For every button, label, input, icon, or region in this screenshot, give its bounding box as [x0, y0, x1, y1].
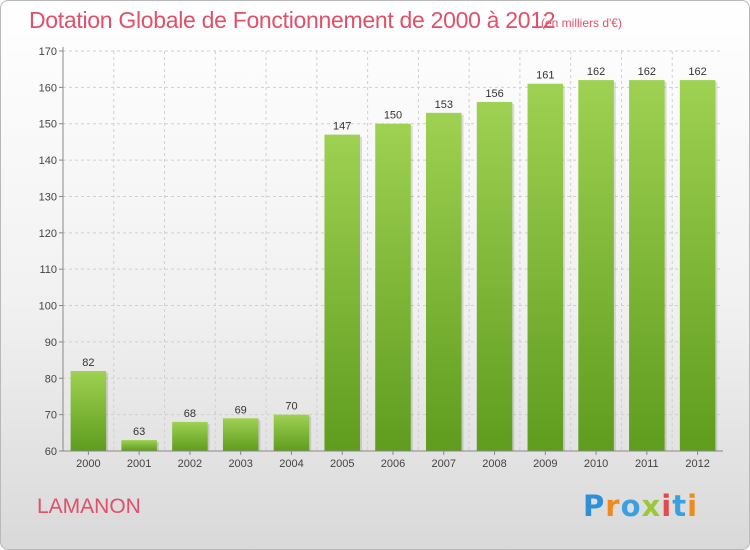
x-tick-label: 2008: [482, 458, 506, 470]
x-tick-label: 2009: [533, 458, 557, 470]
data-label: 150: [384, 110, 402, 122]
chart-title: Dotation Globale de Fonctionnement de 20…: [29, 7, 556, 33]
bar[interactable]: [476, 101, 513, 451]
x-tick-label: 2004: [279, 458, 303, 470]
bars: 82 63 68 69 70 147 150 153 156 161 162 162 162: [70, 66, 718, 452]
bar[interactable]: [70, 371, 107, 451]
bar[interactable]: [679, 80, 716, 451]
data-label: 147: [333, 121, 351, 133]
y-tick-label: 150: [39, 119, 57, 131]
commune-name: LAMANON: [37, 495, 141, 518]
y-tick-label: 80: [45, 373, 57, 385]
bar[interactable]: [222, 418, 259, 451]
proxiti-logo[interactable]: Proxiti: [583, 489, 699, 523]
x-tick-label: 2006: [381, 458, 405, 470]
x-tick-label: 2005: [330, 458, 354, 470]
data-label: 161: [536, 70, 554, 82]
y-tick-label: 160: [39, 82, 57, 94]
bar[interactable]: [629, 80, 665, 451]
bar[interactable]: [375, 123, 411, 452]
y-tick-label: 120: [39, 228, 57, 240]
bar[interactable]: [324, 134, 360, 452]
data-label: 153: [435, 99, 453, 111]
x-tick-label: 2007: [432, 458, 456, 470]
x-tick-label: 2011: [635, 458, 659, 470]
data-label: 70: [285, 401, 297, 413]
y-tick-label: 110: [39, 264, 57, 276]
data-label: 162: [638, 66, 656, 78]
data-label: 156: [485, 88, 503, 100]
data-label: 162: [688, 66, 706, 78]
x-tick-label: 2003: [228, 458, 252, 470]
data-label: 68: [184, 408, 196, 420]
bar[interactable]: [426, 112, 462, 452]
data-label: 69: [235, 404, 247, 416]
x-tick-label: 2010: [584, 458, 608, 470]
y-tick-label: 100: [39, 301, 57, 313]
y-tick-label: 90: [45, 337, 57, 349]
y-tick-label: 70: [45, 410, 57, 422]
y-tick-label: 140: [39, 155, 57, 167]
x-tick-label: 2012: [685, 458, 709, 470]
x-tick-label: 2000: [76, 458, 100, 470]
y-tick-label: 130: [39, 191, 57, 203]
y-tick-label: 60: [45, 446, 57, 458]
axes: 60 70 80 90 100 110 120 130 140 150 160 170 2000 2001…: [39, 46, 723, 470]
bar[interactable]: [578, 80, 614, 451]
bar[interactable]: [273, 414, 310, 451]
data-label: 82: [82, 357, 94, 369]
x-tick-label: 2001: [127, 458, 151, 470]
bar[interactable]: [121, 440, 157, 451]
data-label: 63: [133, 426, 145, 438]
x-tick-label: 2002: [178, 458, 202, 470]
bar[interactable]: [527, 83, 564, 452]
y-tick-label: 170: [39, 46, 57, 58]
bar[interactable]: [172, 421, 208, 451]
data-label: 162: [587, 66, 605, 78]
chart-subtitle: (en milliers d'€): [541, 16, 622, 30]
